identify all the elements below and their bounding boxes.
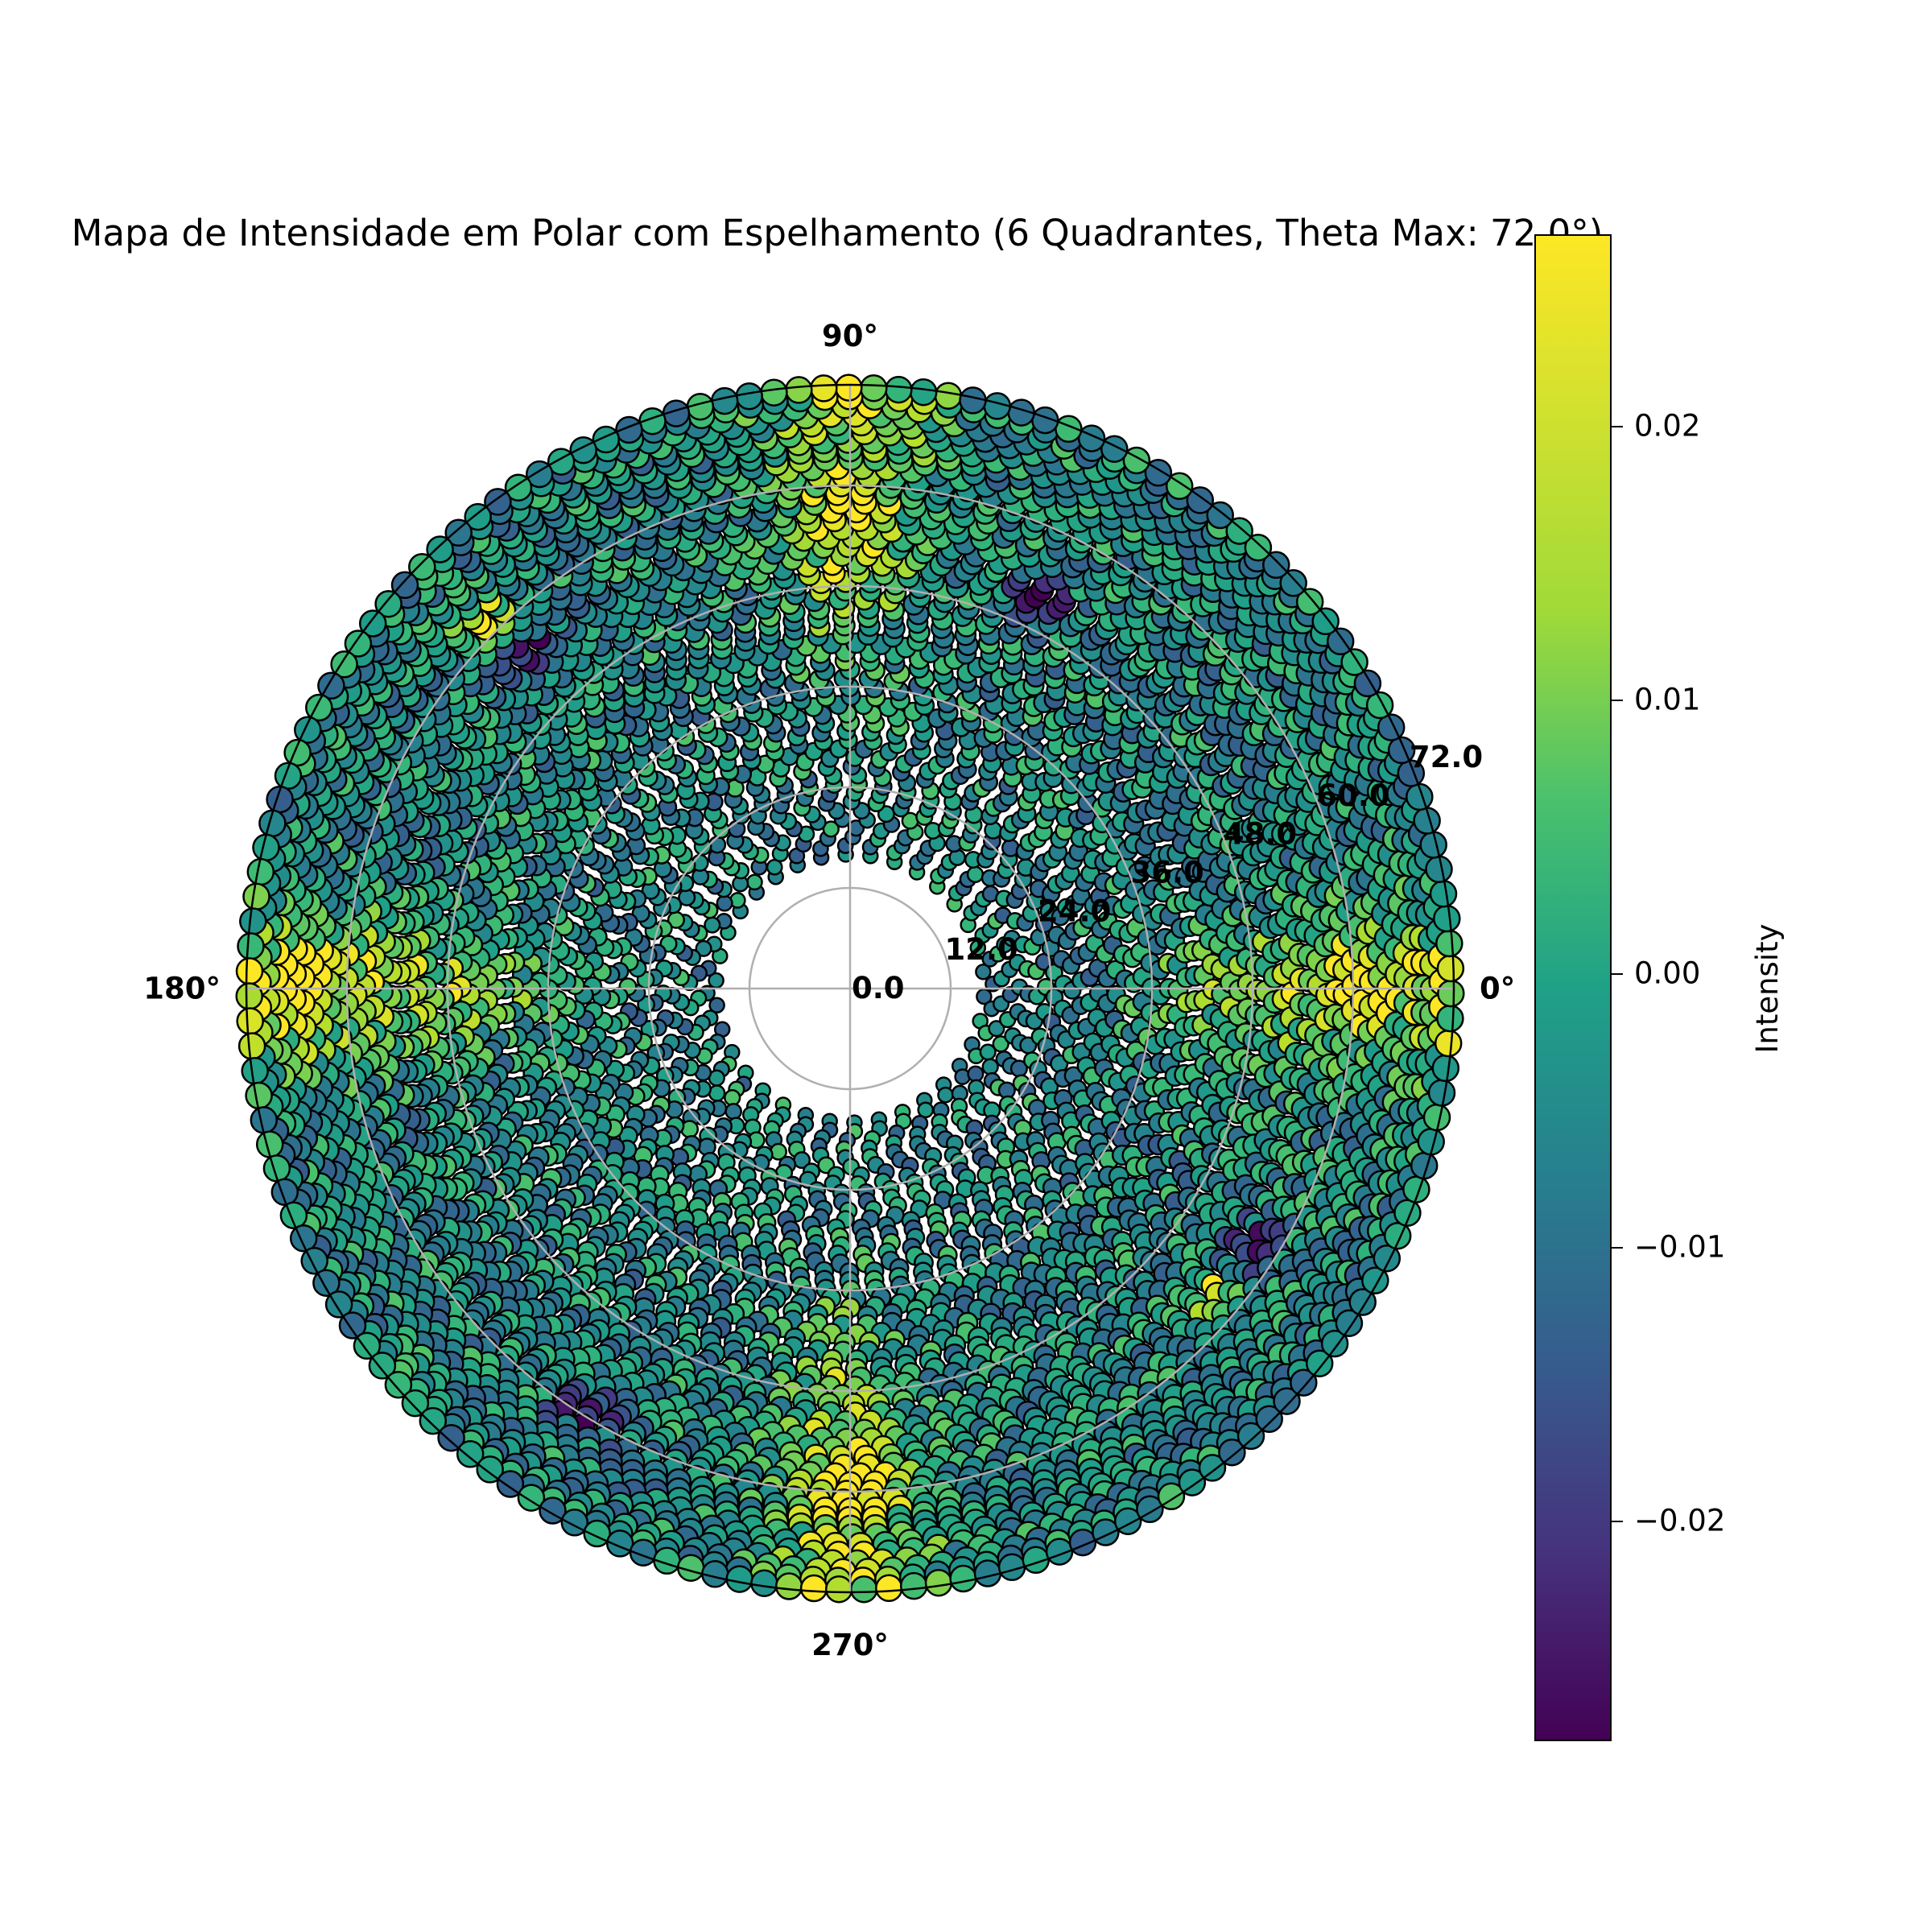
data-point xyxy=(1435,929,1463,958)
data-point xyxy=(785,376,813,404)
data-point xyxy=(245,1081,273,1110)
data-point xyxy=(899,1571,928,1600)
data-point xyxy=(246,857,275,886)
data-point xyxy=(937,1086,954,1104)
data-point xyxy=(708,997,725,1013)
data-point xyxy=(835,374,863,402)
data-point xyxy=(1433,904,1461,933)
data-point xyxy=(242,882,270,910)
data-point xyxy=(949,1564,977,1593)
data-point xyxy=(239,907,267,935)
data-point xyxy=(716,894,733,912)
data-point xyxy=(909,378,938,407)
data-point xyxy=(810,374,838,402)
data-point xyxy=(966,865,985,884)
data-point xyxy=(1427,1079,1456,1107)
data-point xyxy=(237,1032,266,1060)
data-point xyxy=(750,1569,778,1597)
data-point xyxy=(885,375,913,404)
data-point xyxy=(799,1574,828,1603)
data-point xyxy=(1431,1054,1460,1083)
data-point xyxy=(746,873,763,891)
data-markers xyxy=(235,374,1465,1604)
data-point xyxy=(1436,1004,1464,1033)
data-point xyxy=(822,820,840,838)
data-point xyxy=(760,378,788,407)
data-point xyxy=(725,1565,753,1593)
data-point xyxy=(849,1575,878,1604)
data-point xyxy=(236,1007,264,1035)
data-point xyxy=(1437,979,1465,1008)
data-point xyxy=(235,957,264,985)
chart-title: Mapa de Intensidade em Polar com Espelha… xyxy=(72,212,1604,254)
data-point xyxy=(735,382,763,411)
data-point xyxy=(235,982,263,1010)
data-point xyxy=(824,1575,853,1604)
data-point xyxy=(1436,954,1465,983)
data-point xyxy=(241,1057,269,1085)
data-point xyxy=(1429,880,1458,908)
data-point xyxy=(237,932,265,960)
data-point xyxy=(934,382,963,410)
data-point xyxy=(875,1574,903,1603)
data-point xyxy=(967,1065,985,1083)
data-point xyxy=(695,939,712,957)
data-point xyxy=(1434,1029,1463,1058)
data-point xyxy=(981,1058,999,1075)
data-point xyxy=(774,1572,803,1600)
data-point xyxy=(988,1020,1005,1038)
data-point xyxy=(924,1568,953,1597)
data-point xyxy=(975,964,992,980)
data-point xyxy=(724,1102,742,1121)
data-point xyxy=(860,374,888,402)
data-point xyxy=(1425,855,1453,884)
